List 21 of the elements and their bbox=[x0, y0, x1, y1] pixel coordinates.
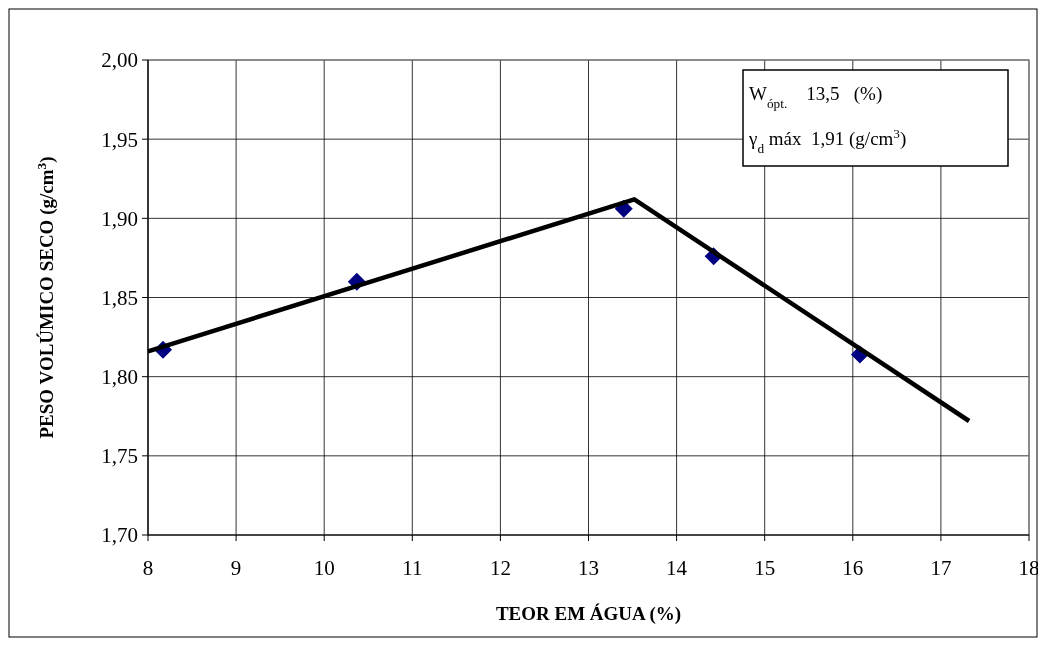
x-tick-label: 9 bbox=[230, 556, 242, 580]
y-tick-label: 1,80 bbox=[101, 365, 138, 390]
x-tick-label: 16 bbox=[842, 556, 864, 580]
y-tick-label: 1,90 bbox=[101, 206, 138, 231]
x-tick-label: 13 bbox=[578, 556, 599, 580]
x-tick-label: 18 bbox=[1018, 556, 1040, 580]
y-tick-label: 1,95 bbox=[101, 127, 138, 152]
x-tick-label: 15 bbox=[754, 556, 776, 580]
x-tick-label: 11 bbox=[402, 556, 423, 580]
x-tick-label: 12 bbox=[489, 556, 511, 580]
x-tick-label: 10 bbox=[313, 556, 335, 580]
text: W$_{ópt.}$ 13,5 (%) bbox=[749, 83, 883, 111]
x-tick-label: 17 bbox=[930, 556, 952, 580]
x-tick-label: 14 bbox=[666, 556, 688, 580]
x-tick-label: 8 bbox=[142, 556, 154, 580]
annotation: γ$_{d}$ máx 1,91 (g/cm$^{3}$) bbox=[748, 125, 907, 156]
x-axis-title: TEOR EM ÁGUA (%) bbox=[495, 603, 682, 625]
y-tick-label: 1,85 bbox=[101, 285, 138, 310]
y-tick-label: 1,70 bbox=[101, 523, 138, 548]
y-tick-label: 2,00 bbox=[101, 48, 138, 73]
y-tick-label: 1,75 bbox=[101, 444, 138, 469]
